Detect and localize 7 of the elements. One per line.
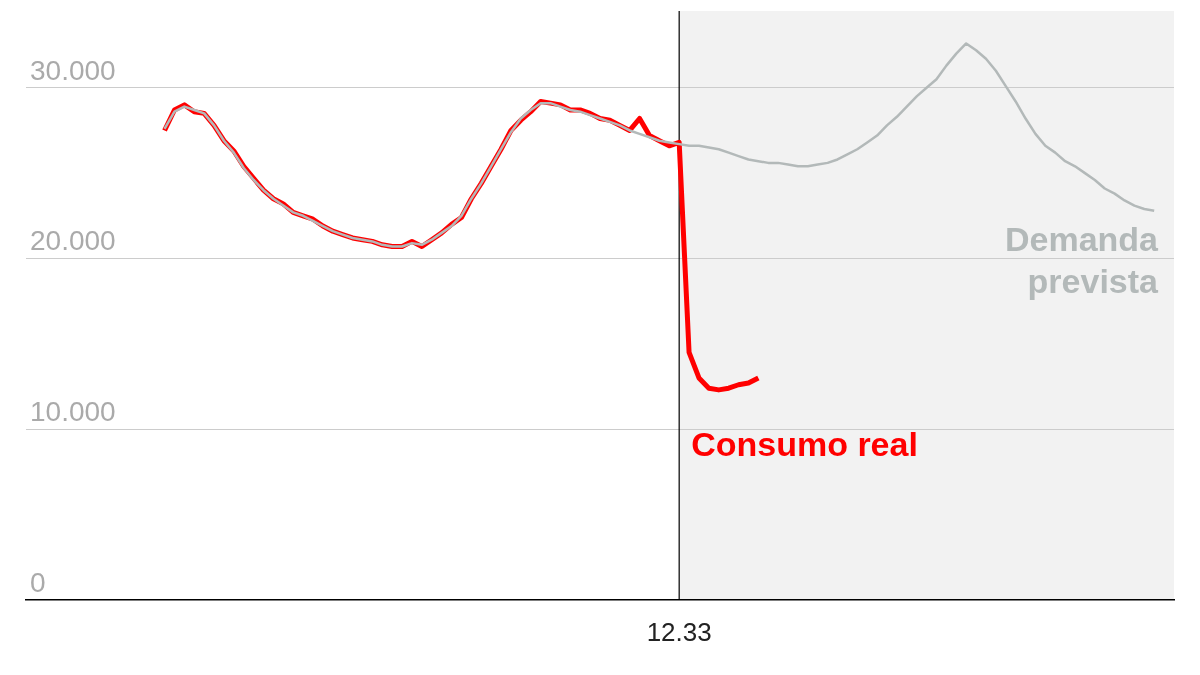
series-label: Consumo real — [691, 425, 918, 464]
y-tick-label: 30.000 — [30, 54, 116, 86]
y-tick-label: 20.000 — [30, 225, 116, 257]
y-tick-label: 0 — [30, 566, 46, 598]
series-label: Demanda prevista — [1004, 220, 1160, 301]
x-tick-label: 12.33 — [646, 616, 712, 647]
y-tick-label: 10.000 — [30, 396, 116, 428]
